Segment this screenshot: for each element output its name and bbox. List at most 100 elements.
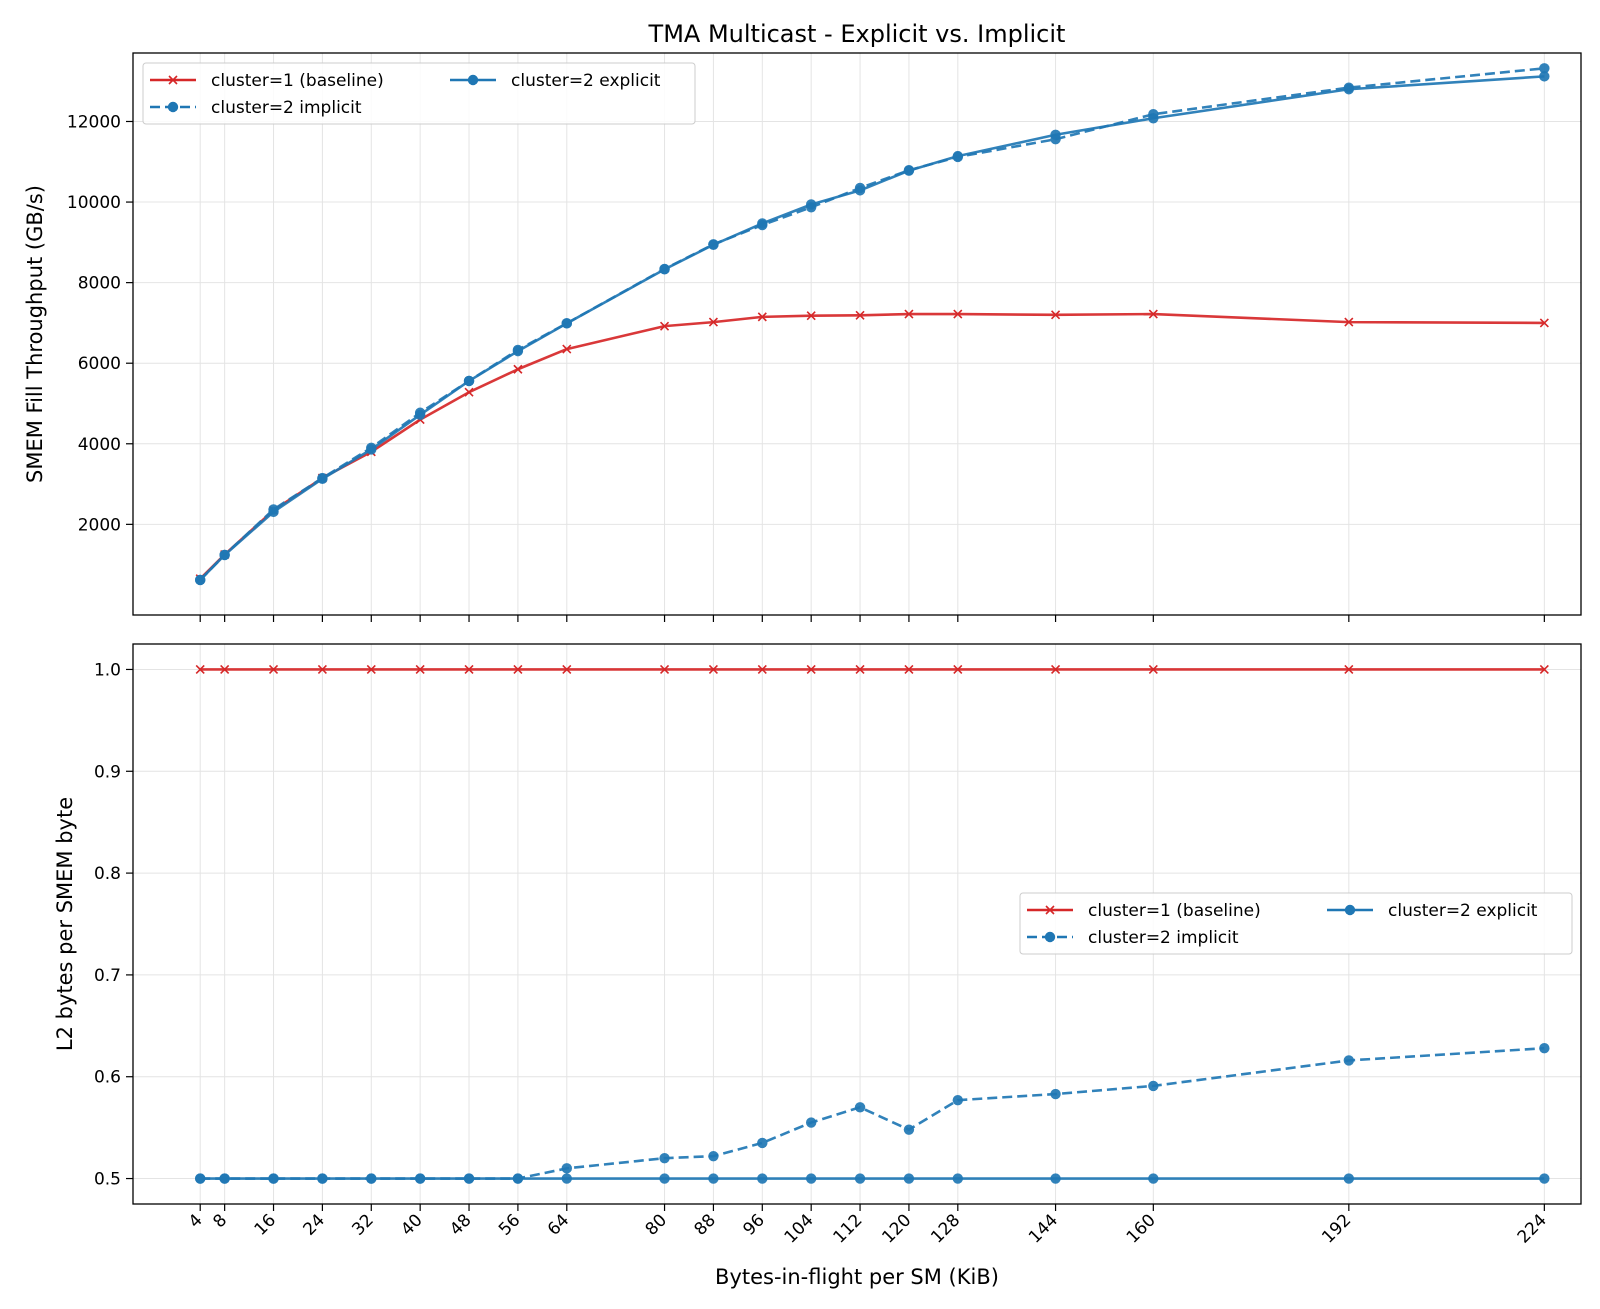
throughput-legend-cluster-1-baseline-marker — [168, 75, 178, 85]
throughput-series-cluster-1-baseline-point — [513, 364, 523, 374]
x-tick-label: 160 — [1123, 1210, 1160, 1247]
throughput-series-cluster-2-explicit-point — [708, 239, 719, 250]
throughput-panel: 2000 4000 6000 8000 10000 12000 SMEM Fill Thr… — [23, 52, 1582, 622]
throughput-series-cluster-1-baseline-line — [199, 312, 1545, 580]
throughput-series-cluster-1-baseline-point — [1051, 310, 1061, 320]
x-tick-label: 16 — [251, 1210, 280, 1239]
ratio-series-cluster-2-implicit-point — [1050, 1088, 1061, 1100]
ratio-series-cluster-2-explicit-point — [1148, 1173, 1159, 1184]
ratio-series-cluster-1-baseline-point — [317, 664, 327, 675]
throughput-series-cluster-2-explicit-line — [199, 75, 1545, 581]
ratio-series-cluster-2-explicit-point — [219, 1173, 230, 1184]
ratio-legend-cluster-2-explicit-marker — [1344, 904, 1356, 916]
throughput-legend: cluster=1 (baseline) cluster=2 implicit cl… — [142, 62, 696, 125]
throughput-series-cluster-2-explicit-point — [854, 185, 866, 196]
ratio-legend-cluster-2-explicit-label: cluster=2 explicit — [1388, 901, 1538, 921]
throughput-series-cluster-1-baseline-point — [659, 321, 670, 331]
throughput-series-cluster-2-explicit-point — [1148, 113, 1159, 124]
ratio-series-cluster-2-explicit-point — [659, 1173, 670, 1184]
ratio-series-cluster-2-explicit-point — [805, 1173, 817, 1184]
throughput-series-cluster-2-explicit-point — [512, 345, 524, 357]
chart-title: TMA Multicast - Explicit vs. Implicit — [648, 20, 1066, 48]
ratio-legend-cluster-2-implicit-label: cluster=2 implicit — [1088, 928, 1239, 948]
throughput-legend-cluster-2-explicit-label: cluster=2 explicit — [511, 71, 661, 91]
throughput-series-cluster-2-explicit-point — [463, 375, 475, 387]
x-tick-label: 24 — [299, 1210, 328, 1239]
ratio-series-cluster-2-explicit-point — [414, 1173, 426, 1184]
x-tick-label: 88 — [691, 1210, 720, 1239]
ratio-series-cluster-2-explicit-point — [854, 1173, 866, 1184]
ratio-series-cluster-1-baseline-point — [1539, 664, 1549, 675]
throughput-series-cluster-2-implicit-point — [1539, 63, 1550, 74]
throughput-series-cluster-2-implicit-line — [199, 67, 1545, 581]
ratio-series-cluster-2-implicit-point — [903, 1124, 915, 1135]
ratio-series-cluster-2-explicit-point — [512, 1173, 524, 1184]
ratio-series-cluster-2-explicit-point — [708, 1173, 719, 1184]
ratio-series-cluster-2-explicit-point — [195, 1173, 206, 1184]
x-tick-label: 120 — [878, 1210, 915, 1247]
ratio-series-cluster-2-explicit-point — [1539, 1173, 1550, 1184]
throughput-series-cluster-2-explicit-point — [757, 218, 768, 229]
throughput-series-cluster-1-baseline-point — [904, 309, 914, 319]
throughput-series-cluster-1-baseline-point — [1539, 318, 1549, 328]
ratio-series-cluster-1-baseline-point — [757, 664, 767, 675]
throughput-lines — [195, 63, 1550, 586]
throughput-legend-cluster-2-explicit-marker — [467, 74, 479, 86]
throughput-series-cluster-2-explicit-point — [659, 264, 670, 275]
ratio-series-cluster-1-baseline-point — [855, 664, 865, 675]
ratio-series-cluster-2-explicit-point — [561, 1173, 572, 1184]
ratio-series-cluster-1-baseline-point — [1148, 664, 1158, 675]
x-tick-label: 32 — [348, 1210, 377, 1239]
x-tick-label: 56 — [495, 1210, 524, 1239]
ratio-series-cluster-1-baseline-point — [953, 664, 963, 675]
ratio-series-cluster-2-explicit-point — [952, 1173, 964, 1184]
ratio-series-cluster-2-explicit-point — [1050, 1173, 1061, 1184]
ratio-series-cluster-1-baseline-point — [513, 664, 523, 675]
throughput-series-cluster-2-explicit-point — [903, 165, 915, 176]
ratio-series-cluster-2-implicit-point — [659, 1152, 670, 1164]
throughput-series-cluster-1-baseline-point — [757, 312, 767, 322]
throughput-series-cluster-1-baseline-point — [953, 309, 963, 319]
ratio-series-cluster-1-baseline-point — [268, 664, 279, 675]
ratio-series-cluster-2-implicit-line — [200, 1046, 1545, 1180]
throughput-legend-cluster-1-baseline-label: cluster=1 (baseline) — [211, 71, 384, 91]
ratio-series-cluster-1-baseline-point — [1051, 664, 1061, 675]
ratio-series-cluster-2-explicit-point — [317, 1173, 328, 1184]
ratio-series-cluster-1-baseline-point — [195, 664, 205, 675]
throughput-series-cluster-2-explicit-point — [219, 549, 230, 561]
ratio-series-cluster-1-baseline-point — [464, 664, 474, 675]
ratio-series-cluster-2-explicit-point — [268, 1173, 279, 1184]
x-tick-label: 144 — [1025, 1210, 1062, 1247]
ratio-legend-cluster-1-baseline-label: cluster=1 (baseline) — [1088, 901, 1261, 921]
throughput-y-tick-label: 8000 — [78, 274, 121, 294]
ratio-series-cluster-1-baseline-point — [659, 664, 670, 675]
throughput-y-tick-label: 10000 — [67, 193, 121, 213]
throughput-series-cluster-2-explicit-point — [561, 318, 572, 329]
throughput-legend-cluster-2-implicit-marker — [167, 101, 179, 113]
throughput-series-cluster-1-baseline-point — [855, 310, 865, 320]
ratio-y-axis-label: L2 bytes per SMEM byte — [53, 797, 77, 1051]
ratio-series-cluster-2-implicit-point — [805, 1117, 817, 1128]
ratio-series-cluster-2-explicit-point — [903, 1173, 915, 1184]
x-tick-label: 4 — [185, 1210, 207, 1232]
throughput-series-cluster-2-explicit-point — [1539, 71, 1550, 82]
x-tick-label: 8 — [209, 1210, 231, 1232]
ratio-series-cluster-2-explicit-point — [463, 1173, 475, 1184]
ratio-y-tick-label: 1.0 — [94, 660, 121, 680]
ratio-series-cluster-2-explicit-point — [757, 1173, 768, 1184]
ratio-series-cluster-2-explicit-point — [1343, 1173, 1355, 1184]
ratio-series-cluster-2-implicit-point — [757, 1137, 768, 1149]
ratio-legend: cluster=1 (baseline) cluster=2 implicit cl… — [1019, 892, 1573, 955]
throughput-series-cluster-2-explicit-point — [952, 150, 964, 162]
throughput-plot-frame — [132, 52, 1582, 616]
throughput-legend-box — [142, 62, 696, 125]
ratio-series-cluster-2-implicit-point — [1343, 1055, 1355, 1066]
ratio-plot-frame — [132, 643, 1582, 1205]
throughput-series-cluster-1-baseline-point — [1344, 317, 1354, 327]
throughput-legend-cluster-2-implicit-label: cluster=2 implicit — [211, 98, 362, 118]
throughput-axes: 2000 4000 6000 8000 10000 12000 — [67, 112, 1545, 622]
ratio-series-cluster-2-implicit-point — [1148, 1080, 1159, 1092]
throughput-y-tick-label: 4000 — [78, 435, 121, 455]
throughput-series-cluster-2-explicit-point — [195, 574, 206, 586]
x-tick-label: 48 — [446, 1210, 475, 1239]
